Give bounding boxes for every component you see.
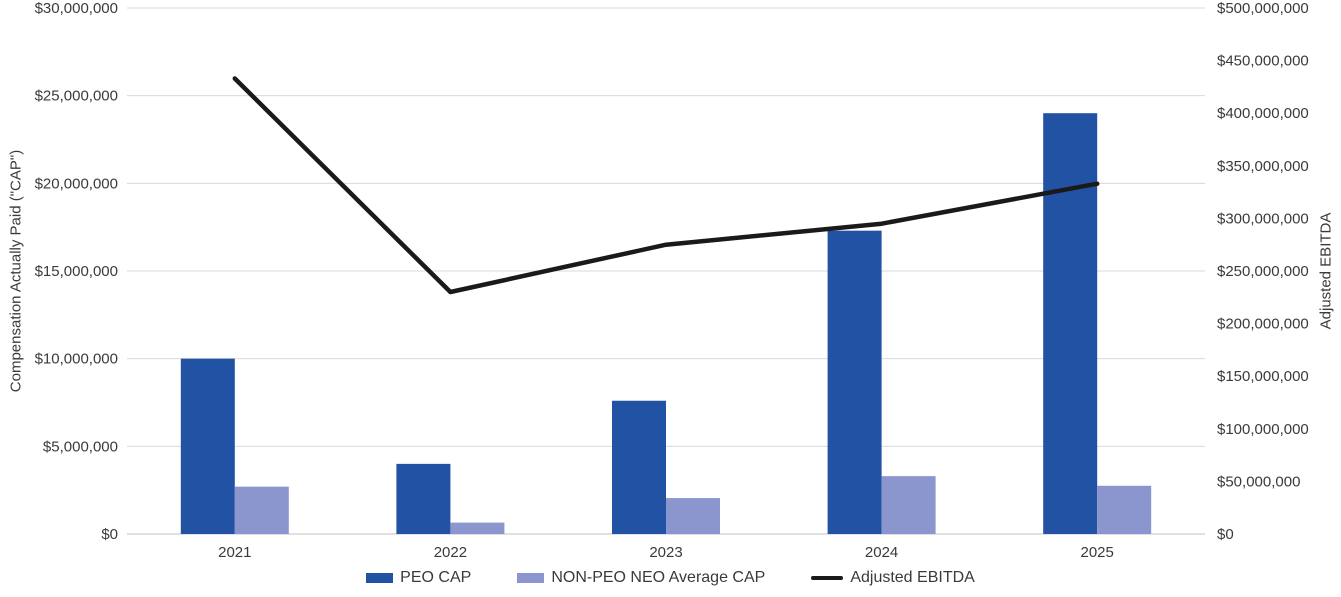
bar-peo-cap-2025 (1043, 113, 1098, 534)
bar-non-peo-neo-average-cap-2025 (1097, 485, 1152, 534)
non-peo-neo-average-cap-swatch (517, 573, 545, 583)
adjusted-ebitda-line-swatch (811, 576, 844, 580)
right-axis-tick-label: $200,000,000 (1217, 316, 1309, 333)
right-axis-tick-label: $100,000,000 (1217, 421, 1309, 438)
legend-item-non-peo-neo-average-cap: NON-PEO NEO Average CAP (517, 569, 765, 587)
right-axis-tick-label: $150,000,000 (1217, 368, 1309, 385)
left-axis-title: Compensation Actually Paid ("CAP") (7, 149, 25, 393)
left-axis-tick-label: $25,000,000 (35, 88, 118, 105)
left-axis-tick-label: $0 (101, 526, 118, 543)
x-tick-2023: 2023 (649, 544, 682, 561)
bar-non-peo-neo-average-cap-2023 (666, 498, 720, 534)
legend-label-peo-cap: PEO CAP (400, 569, 472, 586)
right-axis-tick-label: $500,000,000 (1217, 0, 1309, 17)
right-axis-title: Adjusted EBITDA (1317, 212, 1335, 330)
x-tick-2025: 2025 (1081, 544, 1114, 561)
plot-area: $0 $5,000,000 $10,000,000 $15,000,000 $20,00… (35, 0, 1309, 561)
bar-non-peo-neo-average-cap-2024 (881, 476, 936, 534)
right-axis-tick-label: $250,000,000 (1217, 263, 1309, 280)
legend: PEO CAP NON-PEO NEO Average CAP Adjusted… (0, 565, 1341, 591)
left-axis-tick-label: $30,000,000 (35, 0, 118, 17)
right-axis-tick-label: $300,000,000 (1217, 210, 1309, 227)
bar-non-peo-neo-average-cap-2022 (450, 522, 505, 534)
peo-cap-swatch (366, 573, 394, 583)
x-tick-2021: 2021 (218, 544, 251, 561)
right-axis-tick-label: $400,000,000 (1217, 105, 1309, 122)
bar-peo-cap-2022 (396, 463, 451, 534)
right-axis-tick-label: $50,000,000 (1217, 473, 1300, 490)
bar-peo-cap-2023 (612, 400, 666, 534)
left-axis-tick-label: $5,000,000 (43, 438, 118, 455)
x-tick-2022: 2022 (434, 544, 467, 561)
left-axis-tick-label: $15,000,000 (35, 263, 118, 280)
bar-peo-cap-2024 (827, 230, 882, 534)
legend-item-peo-cap: PEO CAP (366, 569, 471, 587)
legend-item-adjusted-ebitda: Adjusted EBITDA (811, 569, 975, 587)
x-tick-2024: 2024 (865, 544, 898, 561)
left-axis-tick-label: $20,000,000 (35, 175, 118, 192)
left-axis-tick-label: $10,000,000 (35, 351, 118, 368)
right-axis-tick-label: $450,000,000 (1217, 53, 1309, 70)
right-axis-tick-label: $0 (1217, 526, 1234, 543)
bar-peo-cap-2021 (180, 358, 235, 534)
legend-label-adjusted-ebitda: Adjusted EBITDA (850, 569, 975, 586)
bar-non-peo-neo-average-cap-2021 (234, 486, 289, 534)
right-axis-tick-label: $350,000,000 (1217, 158, 1309, 175)
line-adjusted-ebitda (232, 76, 1100, 295)
legend-label-non-peo-neo-average-cap: NON-PEO NEO Average CAP (551, 569, 766, 586)
